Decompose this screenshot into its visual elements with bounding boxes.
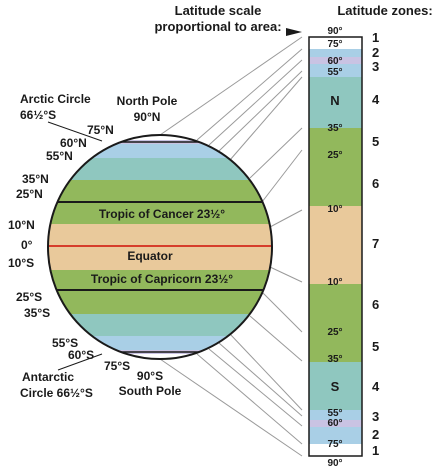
lat-55s-label: 55°S (52, 336, 78, 350)
zone-5-top: 5 (372, 134, 379, 149)
midlat-band-n (48, 158, 272, 180)
connector-lines (159, 36, 303, 457)
zone-6-top: 6 (372, 176, 379, 191)
zone-2-bottom: 2 (372, 427, 379, 442)
scale-90s: 90° (327, 458, 342, 469)
scale-hemi-s: S (331, 379, 340, 394)
arctic-circle-value: 66½°S (20, 108, 56, 122)
zone-3-top: 3 (372, 59, 379, 74)
lat-35s-label: 35°S (24, 306, 50, 320)
scale-90n: 90° (327, 26, 342, 37)
scale-hemi-n: N (330, 93, 339, 108)
zone-2-top: 2 (372, 45, 379, 60)
south-pole-label: South Pole (119, 384, 182, 398)
tropic-cancer-label: Tropic of Cancer 23½° (99, 207, 225, 221)
antarctic-label: Antarctic (22, 370, 74, 384)
zone-1-top: 1 (372, 30, 379, 45)
scale-25s: 25° (327, 327, 342, 338)
scale-10s: 10° (327, 277, 342, 288)
scale-10n: 10° (327, 204, 342, 215)
arctic-circle-label: Arctic Circle (20, 92, 91, 106)
zone-1-bottom: 1 (372, 443, 379, 458)
scale-75s: 75° (327, 439, 342, 450)
tropic-capricorn-band (48, 270, 272, 290)
zone-5-bottom: 5 (372, 339, 379, 354)
north-pole-label: North Pole (117, 94, 178, 108)
lat-75s-label: 75°S (104, 359, 130, 373)
lat-55n-label: 55°N (46, 149, 73, 163)
tropic-capricorn-label: Tropic of Capricorn 23½° (91, 272, 233, 286)
scale-60n: 60° (327, 56, 342, 67)
globe-outline (47, 134, 273, 360)
lat-60n-label: 60°N (60, 136, 87, 150)
zone-7: 7 (372, 236, 379, 251)
north-pole-value: 90°N (134, 110, 161, 124)
arrow-icon (286, 28, 302, 36)
lat-75n-label: 75°N (87, 123, 114, 137)
antarctic-pointer (57, 353, 103, 371)
south-pole-value: 90°S (137, 369, 163, 383)
equator-label: Equator (127, 249, 173, 263)
lat-25n-label: 25°N (16, 187, 43, 201)
zone-4-bottom: 4 (372, 379, 380, 394)
scale-60s: 60° (327, 418, 342, 429)
midlat-band-s (48, 314, 272, 336)
scale-55n: 55° (327, 67, 342, 78)
lat-35n-label: 35°N (22, 172, 49, 186)
lat-60s-label: 60°S (68, 348, 94, 362)
scale-title-line1: Latitude scale (175, 3, 262, 18)
scale-55s: 55° (327, 408, 342, 419)
scale-75n: 75° (327, 39, 342, 50)
zone-3-bottom: 3 (372, 409, 379, 424)
zones-title: Latitude zones: (337, 3, 432, 18)
polar-band-s (48, 354, 272, 359)
globe-bands (48, 135, 272, 359)
zone-4-top: 4 (372, 92, 380, 107)
lat-0-label: 0° (21, 238, 33, 252)
lat-25s-label: 25°S (16, 290, 42, 304)
polar-band-n (48, 135, 272, 140)
arctic-pointer (47, 121, 103, 142)
scale-25n: 25° (327, 150, 342, 161)
lat-10s-label: 10°S (8, 256, 34, 270)
tropic-cancer-band (48, 202, 272, 224)
subtropic-band-n (48, 180, 272, 202)
scale-35s: 35° (327, 354, 342, 365)
scale-35n: 35° (327, 123, 342, 134)
latitude-scale-bar (308, 36, 363, 457)
antarctic-value: Circle 66½°S (20, 386, 93, 400)
zone-6-bottom: 6 (372, 297, 379, 312)
scale-title-line2: proportional to area: (154, 19, 281, 34)
lat-10n-label: 10°N (8, 218, 35, 232)
subtropic-band-s (48, 290, 272, 314)
